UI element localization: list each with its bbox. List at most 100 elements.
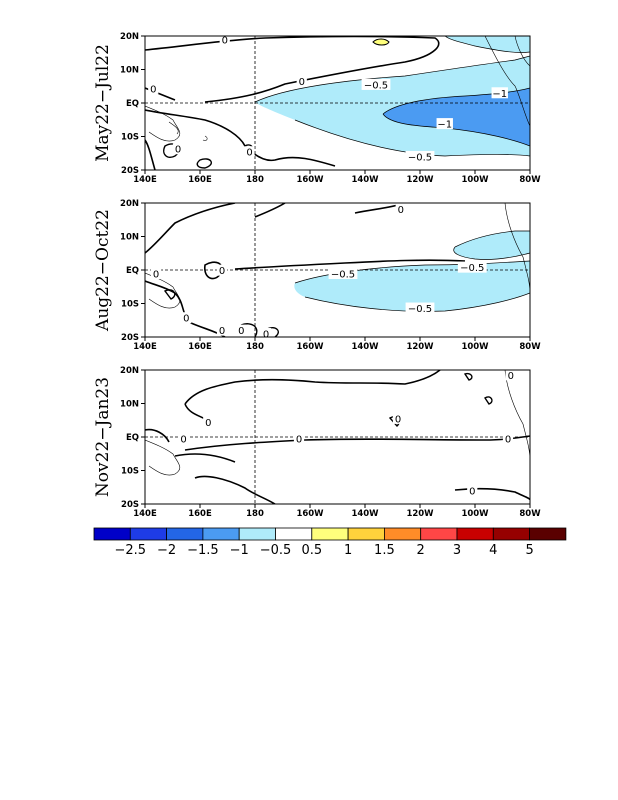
contour-label: 0 bbox=[150, 84, 156, 95]
contour-label: 0 bbox=[183, 314, 189, 325]
contour-label-bg bbox=[219, 36, 230, 46]
y-axis: 20N 10N EQ 10S 20S bbox=[120, 366, 145, 510]
x-tick-label: 120W bbox=[406, 509, 434, 519]
y-tick-label: 20S bbox=[121, 500, 139, 510]
y-tick-label: 10S bbox=[121, 133, 139, 143]
x-tick-label: 100W bbox=[461, 175, 489, 185]
y-tick-label: 10N bbox=[120, 233, 139, 243]
contour-label: 0 bbox=[246, 148, 252, 159]
x-tick-label: 120W bbox=[406, 342, 434, 352]
colorbar-box bbox=[166, 527, 204, 541]
contour-label: −0.5 bbox=[331, 270, 355, 281]
x-tick-label: 180 bbox=[246, 342, 264, 352]
contour-label: −0.5 bbox=[364, 80, 388, 91]
contour-label: 0 bbox=[395, 414, 401, 425]
contour-label-bg bbox=[203, 416, 214, 428]
x-tick-label: 140W bbox=[351, 509, 379, 519]
colorbar-label: 3 bbox=[453, 543, 461, 558]
panel-title: May22−Jul22 bbox=[93, 44, 113, 162]
contour-label-bg bbox=[502, 433, 514, 445]
colorbar-box bbox=[129, 527, 168, 541]
anomaly-above-0.5 bbox=[372, 38, 390, 46]
contour-label-bg bbox=[216, 264, 228, 276]
contour-label-bg bbox=[392, 412, 404, 424]
contour-label: −0.5 bbox=[460, 263, 484, 274]
y-tick-label: 20S bbox=[121, 333, 139, 343]
colorbar-label: 5 bbox=[525, 543, 533, 558]
x-tick-label: 120W bbox=[406, 175, 434, 185]
y-tick-label: EQ bbox=[126, 266, 139, 276]
contour-label-bg bbox=[172, 143, 184, 155]
colorbar-box bbox=[93, 527, 131, 541]
colorbar-label: −1.5 bbox=[187, 543, 219, 558]
colorbar-boxes bbox=[93, 527, 567, 541]
y-tick-label: 20S bbox=[121, 166, 139, 176]
colorbar-box bbox=[492, 527, 530, 541]
colorbar-label: 0.5 bbox=[301, 543, 322, 558]
x-tick-label: 160W bbox=[296, 342, 324, 352]
contour-label: 0 bbox=[180, 435, 186, 446]
contour-labels: 0 0 0 0 0 0 0 bbox=[178, 370, 516, 497]
anomaly-below-0.5-north bbox=[453, 231, 530, 260]
x-tick-label: 160W bbox=[296, 175, 324, 185]
panel-title: Nov22−Jan23 bbox=[93, 377, 113, 497]
contour-label-bg bbox=[216, 324, 228, 336]
contour-label-bg bbox=[236, 324, 247, 336]
contour-label: 0 bbox=[175, 145, 181, 156]
colorbar-label: 1 bbox=[344, 543, 352, 558]
colorbar-box bbox=[275, 527, 313, 541]
contour-label-bg bbox=[395, 203, 406, 215]
y-tick-label: EQ bbox=[126, 99, 139, 109]
contour-label-bg bbox=[436, 118, 453, 130]
contour-label: 0 bbox=[398, 205, 404, 216]
contour-label-bg bbox=[405, 302, 435, 314]
map-plot-area: 0 0 0 0 0 0 0 −0.5 −0.5 −0.5 bbox=[145, 203, 530, 340]
contour-label-bg bbox=[467, 484, 478, 496]
anomaly-below-0.5 bbox=[255, 56, 530, 156]
x-tick-label: 160E bbox=[188, 509, 212, 519]
contour-label: 0 bbox=[508, 371, 514, 382]
y-axis: 20N 10N EQ 10S 20S bbox=[120, 199, 145, 343]
x-tick-label: 80W bbox=[519, 175, 541, 185]
contour-label: 0 bbox=[469, 486, 475, 497]
contour-label-bg bbox=[491, 87, 508, 99]
colorbar-box bbox=[383, 527, 422, 541]
x-tick-label: 140W bbox=[351, 342, 379, 352]
y-tick-label: 10S bbox=[121, 300, 139, 310]
colorbar-label: −1 bbox=[230, 543, 249, 558]
y-tick-label: 20N bbox=[120, 32, 139, 42]
anomaly-below-1 bbox=[383, 88, 530, 146]
y-axis: 20N 10N EQ 10S 20S bbox=[120, 32, 145, 176]
colorbar-label: 4 bbox=[489, 543, 497, 558]
contour-label-bg bbox=[150, 268, 162, 280]
x-tick-label: 180 bbox=[246, 175, 264, 185]
contour-labels: 0 0 0 0 0 0 0 −0.5 −0.5 −0.5 bbox=[150, 203, 487, 340]
x-tick-label: 140E bbox=[133, 509, 157, 519]
x-tick-label: 100W bbox=[461, 342, 489, 352]
x-tick-label: 160E bbox=[188, 342, 212, 352]
y-tick-label: 20N bbox=[120, 199, 139, 209]
contour-label-bg bbox=[293, 433, 305, 445]
contour-label-bg bbox=[457, 261, 487, 273]
colorbar-label: −2.5 bbox=[115, 543, 147, 558]
colorbar-label: −2 bbox=[157, 543, 176, 558]
contour-label: 0 bbox=[205, 418, 211, 429]
x-axis: 140E 160E 180 160W 140W 120W 100W 80W bbox=[133, 170, 541, 185]
contour-label-bg bbox=[244, 146, 255, 158]
contour-label-bg bbox=[260, 327, 272, 337]
contour-label: 0 bbox=[296, 435, 302, 446]
contour-label: 0 bbox=[219, 266, 225, 277]
colorbar-labels: −2.5 −2 −1.5 −1 −0.5 0.5 1 1.5 2 3 4 5 bbox=[115, 543, 534, 558]
contour-label: 0 bbox=[505, 435, 511, 446]
y-tick-label: 10N bbox=[120, 66, 139, 76]
panel-title: Aug22−Oct22 bbox=[93, 209, 113, 332]
colorbar-label: 1.5 bbox=[374, 543, 395, 558]
contour-label: −0.5 bbox=[408, 152, 432, 163]
contour-label: 0 bbox=[263, 329, 269, 340]
x-axis: 140E 160E 180 160W 140W 120W 100W 80W bbox=[133, 504, 541, 519]
x-axis: 140E 160E 180 160W 140W 120W 100W 80W bbox=[133, 337, 541, 352]
x-tick-label: 160E bbox=[188, 175, 212, 185]
y-tick-label: EQ bbox=[126, 433, 139, 443]
x-tick-label: 140E bbox=[133, 342, 157, 352]
